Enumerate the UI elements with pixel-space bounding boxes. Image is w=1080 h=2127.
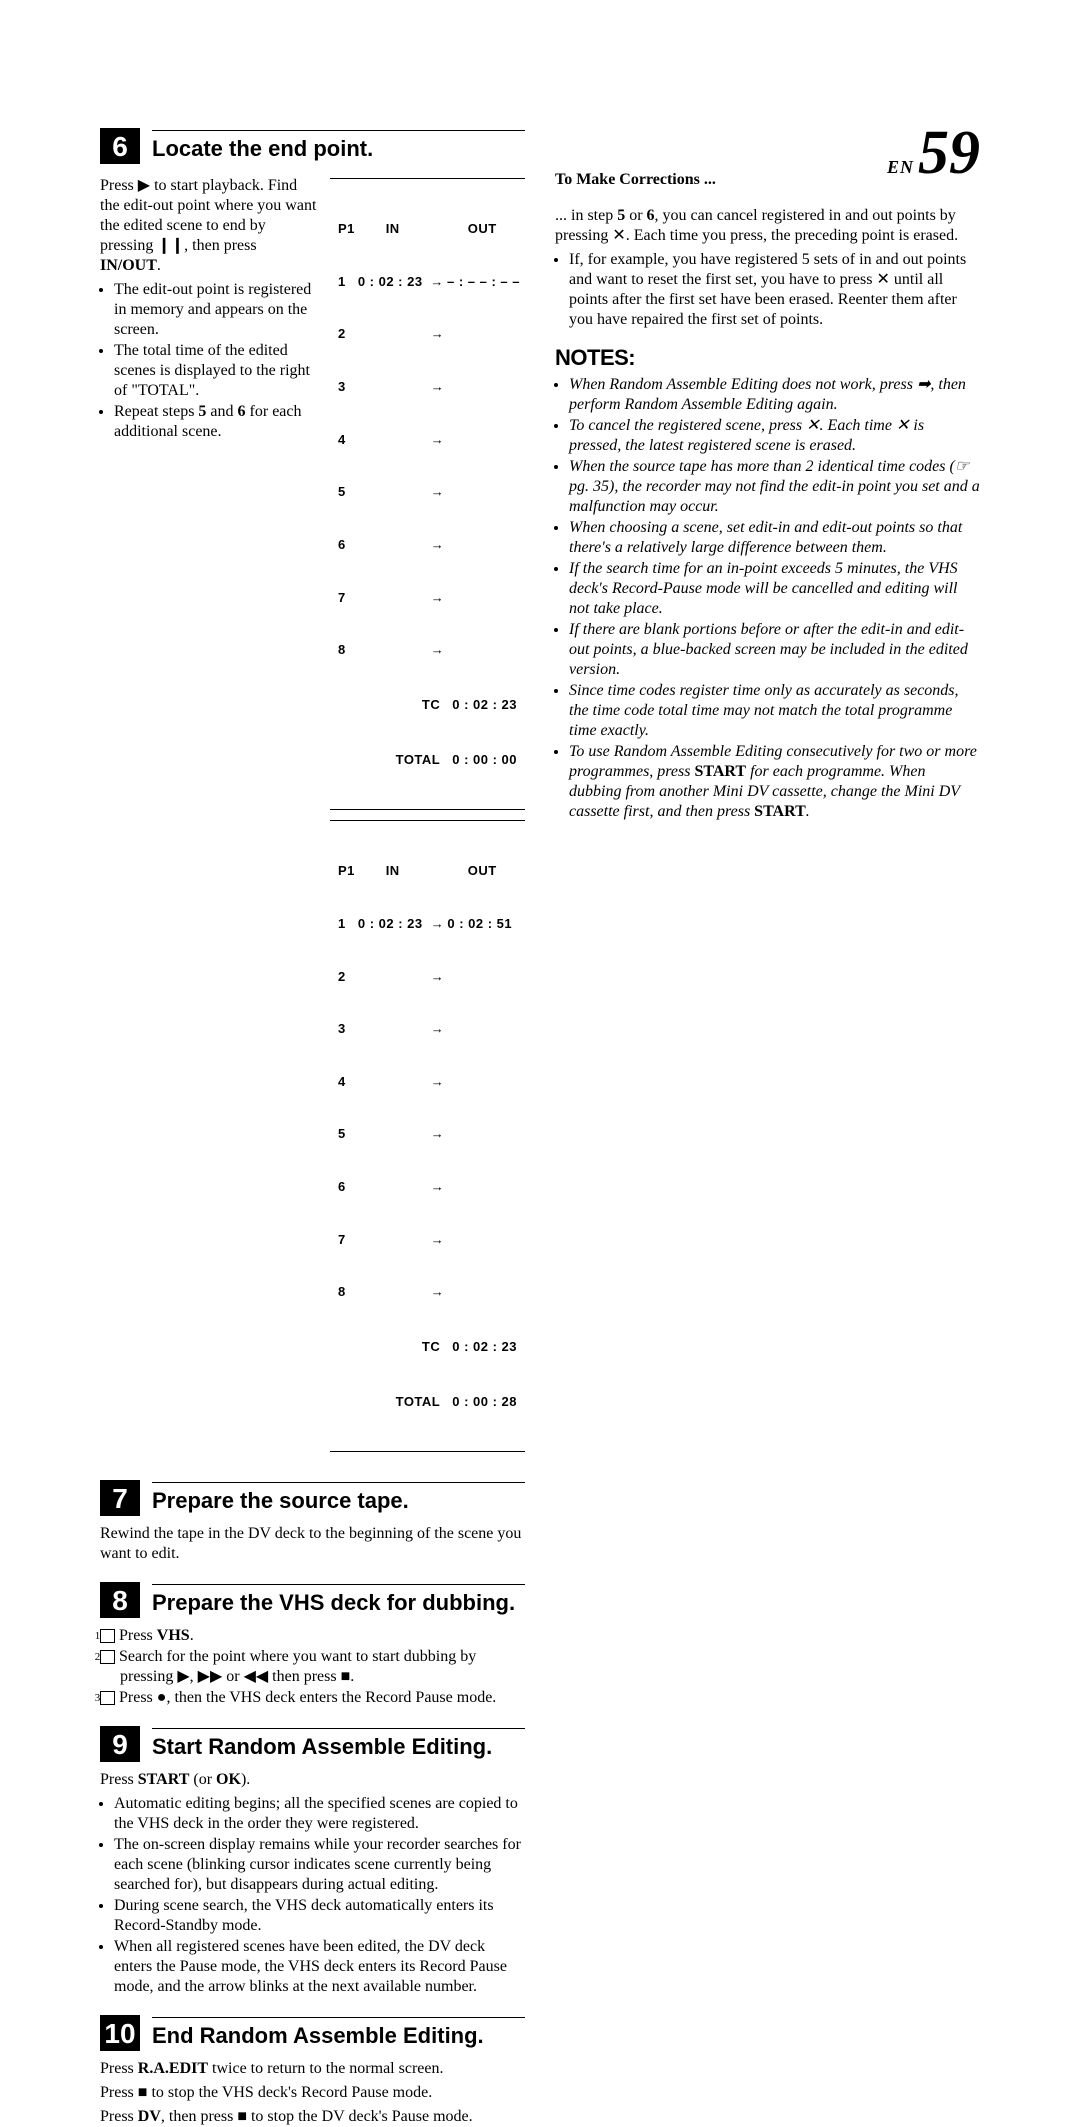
step-8-title: Prepare the VHS deck for dubbing. bbox=[152, 1584, 525, 1617]
step-9-title: Start Random Assemble Editing. bbox=[152, 1728, 525, 1761]
osd-table-2: P1 IN OUT 10 : 02 : 23→0 : 02 : 51 2→ 3→… bbox=[330, 820, 525, 1452]
notes-title: NOTES: bbox=[555, 344, 980, 372]
step-9-b4: When all registered scenes have been edi… bbox=[114, 1937, 525, 1997]
step-10-p2: Press ■ to stop the VHS deck's Record Pa… bbox=[100, 2083, 525, 2103]
step-6-b2: The total time of the edited scenes is d… bbox=[114, 341, 320, 401]
corrections-bullets: If, for example, you have registered 5 s… bbox=[555, 250, 980, 330]
note-8: To use Random Assemble Editing consecuti… bbox=[569, 742, 980, 822]
step-8-header: 8 Prepare the VHS deck for dubbing. bbox=[100, 1582, 525, 1618]
step-7-badge: 7 bbox=[100, 1480, 140, 1516]
step-6-title: Locate the end point. bbox=[152, 130, 525, 163]
step-9-lead: Press START (or OK). bbox=[100, 1770, 525, 1790]
note-5: If the search time for an in-point excee… bbox=[569, 559, 980, 619]
step-7-para: Rewind the tape in the DV deck to the be… bbox=[100, 1524, 525, 1564]
step-9-badge: 9 bbox=[100, 1726, 140, 1762]
note-6: If there are blank portions before or af… bbox=[569, 620, 980, 680]
osd-table-1: P1 IN OUT 10 : 02 : 23→– : – – : – – 2→ … bbox=[330, 178, 525, 810]
step-6-b3: Repeat steps 5 and 6 for each additional… bbox=[114, 402, 320, 442]
page-number: EN 59 bbox=[887, 115, 980, 193]
step-10-p3: Press DV, then press ■ to stop the DV de… bbox=[100, 2107, 525, 2127]
step-10-badge: 10 bbox=[100, 2015, 140, 2051]
step-7-title: Prepare the source tape. bbox=[152, 1482, 525, 1515]
note-7: Since time codes register time only as a… bbox=[569, 681, 980, 741]
step-8-i3: 3Press ●, then the VHS deck enters the R… bbox=[100, 1688, 525, 1708]
step-9-header: 9 Start Random Assemble Editing. bbox=[100, 1726, 525, 1762]
notes-list: When Random Assemble Editing does not wo… bbox=[555, 375, 980, 822]
step-6-bullets: The edit-out point is registered in memo… bbox=[100, 280, 320, 442]
note-1: When Random Assemble Editing does not wo… bbox=[569, 375, 980, 415]
note-2: To cancel the registered scene, press ✕.… bbox=[569, 416, 980, 456]
step-9-bullets: Automatic editing begins; all the specif… bbox=[100, 1794, 525, 1997]
step-9-b1: Automatic editing begins; all the specif… bbox=[114, 1794, 525, 1834]
step-8-i1: 1Press VHS. bbox=[100, 1626, 525, 1646]
note-4: When choosing a scene, set edit-in and e… bbox=[569, 518, 980, 558]
step-10-p1: Press R.A.EDIT twice to return to the no… bbox=[100, 2059, 525, 2079]
page-num: 59 bbox=[918, 119, 980, 187]
left-column: 6 Locate the end point. Press ▶ to start… bbox=[100, 110, 525, 1468]
right-column: To Make Corrections ... ... in step 5 or… bbox=[555, 110, 980, 1468]
step-10-header: 10 End Random Assemble Editing. bbox=[100, 2015, 525, 2051]
corrections-b1: If, for example, you have registered 5 s… bbox=[569, 250, 980, 330]
step-8-badge: 8 bbox=[100, 1582, 140, 1618]
step-6-header: 6 Locate the end point. bbox=[100, 128, 525, 164]
corrections-para: ... in step 5 or 6, you can cancel regis… bbox=[555, 206, 980, 246]
lang-label: EN bbox=[887, 157, 914, 177]
step-6-para: Press ▶ to start playback. Find the edit… bbox=[100, 176, 320, 276]
step-9-b3: During scene search, the VHS deck automa… bbox=[114, 1896, 525, 1936]
step-10-title: End Random Assemble Editing. bbox=[152, 2017, 525, 2050]
step-6-badge: 6 bbox=[100, 128, 140, 164]
step-8-list: 1Press VHS. 2Search for the point where … bbox=[100, 1626, 525, 1708]
step-9-b2: The on-screen display remains while your… bbox=[114, 1835, 525, 1895]
note-3: When the source tape has more than 2 ide… bbox=[569, 457, 980, 517]
step-7-header: 7 Prepare the source tape. bbox=[100, 1480, 525, 1516]
step-8-i2: 2Search for the point where you want to … bbox=[100, 1647, 525, 1687]
step-6-b1: The edit-out point is registered in memo… bbox=[114, 280, 320, 340]
